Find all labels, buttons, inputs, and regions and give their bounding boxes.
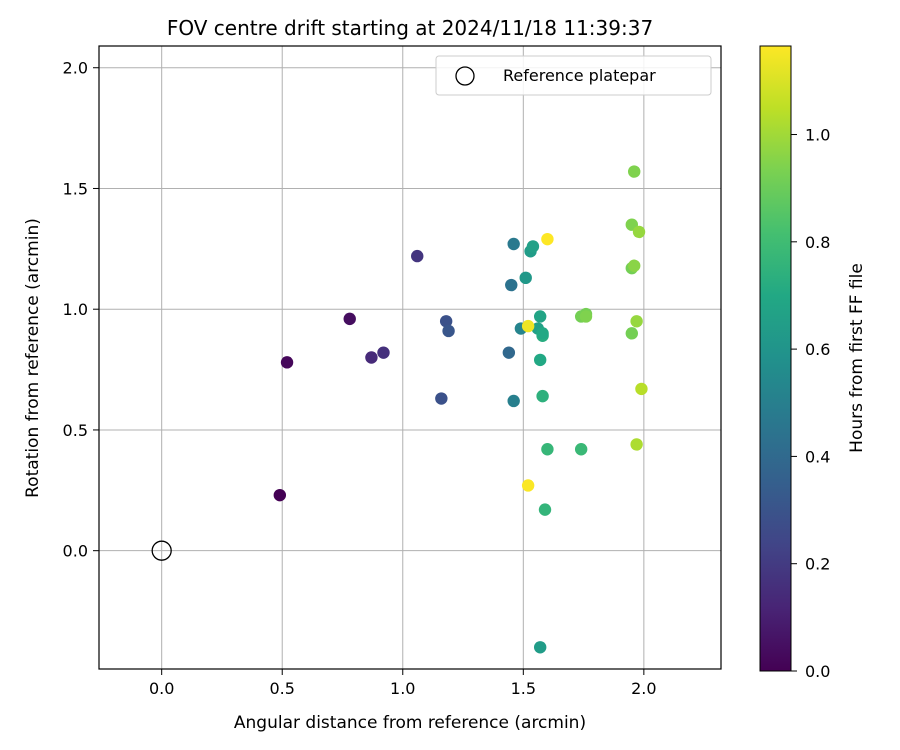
colorbar-gradient <box>759 45 792 672</box>
scatter-point <box>574 443 588 456</box>
scatter-point <box>541 232 554 246</box>
x-axis-label: Angular distance from reference (arcmin) <box>234 713 586 733</box>
legend-box <box>435 55 712 96</box>
reference-platepar-marker <box>151 540 172 561</box>
scatter-point <box>533 310 547 323</box>
scatter-point <box>507 394 520 408</box>
scatter-point <box>365 351 378 364</box>
scatter-point <box>505 278 518 292</box>
scatter-point <box>377 346 390 359</box>
chart-title: FOV centre drift starting at 2024/11/18 … <box>167 16 653 40</box>
colorbar: 0.0 0.2 0.4 0.6 0.8 1.0 Hours from first FF f… <box>759 45 867 681</box>
grid <box>99 46 721 669</box>
y-axis: 0.0 0.5 1.0 1.5 2.0 <box>63 59 99 561</box>
legend-reference-label: Reference platepar <box>503 66 656 85</box>
scatter-point <box>536 327 549 340</box>
colorbar-tick-label: 0.2 <box>805 555 830 574</box>
y-axis-label: Rotation from reference (arcmin) <box>23 218 43 498</box>
scatter-point <box>521 319 535 333</box>
scatter-point <box>442 324 455 338</box>
scatter-point <box>628 165 641 178</box>
scatter-point <box>521 479 535 492</box>
scatter-point <box>630 315 643 328</box>
scatter-point <box>635 382 648 396</box>
colorbar-tick-label: 0.0 <box>805 662 830 681</box>
scatter-point <box>343 312 356 326</box>
scatter-point <box>280 356 294 369</box>
x-axis: 0.0 0.5 1.0 1.5 2.0 <box>149 669 657 698</box>
colorbar-tick-label: 0.8 <box>805 233 830 252</box>
legend-reference-marker <box>455 66 475 86</box>
scatter-point <box>538 503 552 516</box>
scatter-point <box>435 392 448 405</box>
scatter-point <box>541 443 554 456</box>
x-tick-label: 1.0 <box>390 679 415 698</box>
y-tick-label: 0.5 <box>63 421 88 440</box>
scatter-point <box>502 346 516 359</box>
scatter-point <box>628 259 641 272</box>
legend: Reference platepar <box>435 55 712 96</box>
y-tick-label: 1.0 <box>63 300 88 319</box>
scatter-point <box>625 327 638 340</box>
x-tick-label: 2.0 <box>631 679 656 698</box>
y-tick-label: 1.5 <box>63 179 88 198</box>
x-tick-label: 1.5 <box>511 679 536 698</box>
scatter-points <box>151 165 648 654</box>
colorbar-tick-label: 1.0 <box>805 126 830 145</box>
colorbar-label: Hours from first FF file <box>847 263 867 453</box>
x-tick-label: 0.0 <box>149 679 174 698</box>
plot-frame <box>98 45 722 670</box>
scatter-point <box>519 271 532 285</box>
scatter-point <box>632 225 646 239</box>
colorbar-tick-label: 0.6 <box>805 340 830 359</box>
colorbar-ticks: 0.0 0.2 0.4 0.6 0.8 1.0 <box>791 126 830 681</box>
x-tick-label: 0.5 <box>269 679 294 698</box>
scatter-point <box>507 237 520 251</box>
scatter-point <box>273 488 287 502</box>
scatter-point <box>579 310 593 323</box>
scatter-point <box>536 389 549 403</box>
scatter-point <box>533 353 547 367</box>
scatter-point <box>411 249 424 263</box>
scatter-point <box>630 438 643 451</box>
colorbar-tick-label: 0.4 <box>805 447 830 466</box>
y-tick-label: 0.0 <box>63 542 88 561</box>
scatter-point <box>526 240 540 253</box>
scatter-point <box>533 641 547 654</box>
y-tick-label: 2.0 <box>63 59 88 78</box>
scatter-point <box>439 315 453 328</box>
